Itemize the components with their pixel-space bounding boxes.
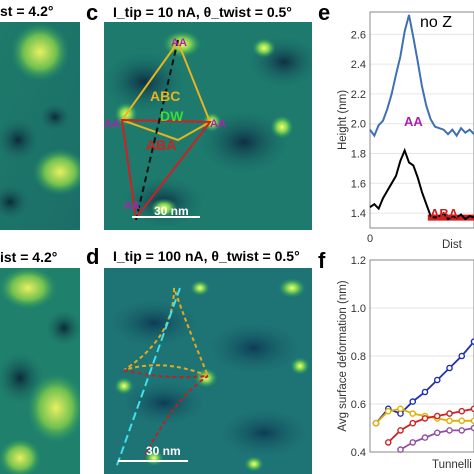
- y-tick-label: 0.8: [351, 351, 366, 363]
- caption-d: I_tip = 100 nA, θ_twist = 0.5°: [113, 248, 300, 264]
- y-axis-label: Avg surface deformation (nm): [337, 280, 349, 431]
- series-point-1: [397, 405, 404, 413]
- x-tick-label: 0: [367, 233, 373, 245]
- y-tick-label: 1.6: [351, 178, 366, 190]
- panel-letter-d: d: [86, 244, 100, 269]
- series-point-1: [446, 417, 453, 425]
- y-axis-label: Height (nm): [337, 90, 349, 150]
- label-dw: DW: [160, 108, 184, 124]
- deformation-chart: 0.4 0.6 0.8 1.0 1.2 Avg surface deformation (…: [337, 255, 474, 471]
- label-aba-e: ABA: [430, 206, 459, 221]
- series-point-2: [397, 427, 404, 434]
- series-point-2: [446, 410, 453, 417]
- stm-image-c: [104, 22, 312, 230]
- caption-b: ist = 4.2°: [0, 249, 58, 265]
- series-point-2: [384, 439, 392, 446]
- series-point-0: [433, 376, 441, 384]
- y-tick-label: 2.0: [351, 119, 366, 131]
- label-aa-top: AA: [171, 37, 187, 49]
- line-cut: [135, 39, 179, 221]
- y-tick-label: 0.6: [351, 399, 366, 411]
- y-tick-label: 1.2: [351, 255, 366, 267]
- y-tick-label: 1.8: [351, 149, 366, 161]
- label-abc: ABC: [150, 88, 181, 104]
- series-point-3: [409, 439, 417, 446]
- y-tick-label: 1.0: [351, 303, 366, 315]
- panel-letter-c: c: [86, 0, 99, 25]
- plot-frame: [369, 259, 474, 453]
- plot-frame: [369, 11, 474, 229]
- series-point-3: [397, 446, 404, 453]
- series-point-3: [446, 427, 453, 434]
- y-tick-label: 2.2: [351, 89, 366, 101]
- series-line-0: [369, 14, 474, 138]
- series-point-3: [421, 434, 429, 441]
- series-point-2: [421, 415, 429, 422]
- series-point-1: [372, 419, 380, 427]
- series-point-3: [458, 427, 466, 434]
- series-point-2: [458, 407, 466, 415]
- stm-image-a: [0, 22, 80, 230]
- series-point-3: [433, 429, 441, 437]
- panel-letter-f: f: [318, 248, 326, 273]
- abc-boundary: [123, 287, 210, 378]
- series-point-1: [409, 410, 417, 417]
- stm-image-b: [0, 268, 80, 474]
- y-tick-label: 2.6: [351, 29, 366, 41]
- series-point-0: [458, 352, 466, 360]
- caption-c: I_tip = 10 nA, θ_twist = 0.5°: [113, 4, 292, 20]
- label-aa-left: AA: [104, 118, 120, 130]
- label-aba: ABA: [146, 137, 177, 153]
- aba-boundary: [123, 369, 209, 459]
- label-aa-bottom: AA: [124, 200, 140, 212]
- series-point-1: [384, 407, 392, 415]
- y-tick-label: 2.4: [351, 59, 366, 71]
- abc-region-outline: [120, 39, 212, 142]
- stm-image-d: [104, 268, 312, 474]
- series-line-1: [369, 147, 474, 221]
- scale-label-d: 30 nm: [146, 444, 181, 458]
- x-axis-label: Dist: [442, 239, 463, 250]
- label-aa-e: AA: [404, 114, 423, 129]
- aba-region-outline: [120, 118, 212, 221]
- series-point-1: [458, 417, 466, 425]
- series-point-2: [409, 419, 417, 427]
- y-tick-label: 1.4: [351, 208, 366, 220]
- scale-label-c: 30 nm: [154, 204, 189, 218]
- panel-letter-e: e: [318, 0, 331, 25]
- annotation-no-z: no Z: [420, 14, 453, 31]
- series-point-0: [421, 388, 429, 396]
- height-profile-chart: 1.4 1.6 1.8 2.0 2.2 2.4 2.6 0 Height (nm) Dist: [337, 11, 474, 250]
- series-point-2: [433, 412, 441, 420]
- label-aa-right: AA: [210, 118, 226, 130]
- x-axis-label: Tunnelli: [432, 459, 472, 471]
- y-tick-label: 0.4: [351, 447, 366, 459]
- line-cut-d: [115, 287, 181, 469]
- series-point-0: [409, 398, 417, 405]
- caption-a: st = 4.2°: [0, 3, 54, 19]
- series-point-0: [446, 364, 453, 372]
